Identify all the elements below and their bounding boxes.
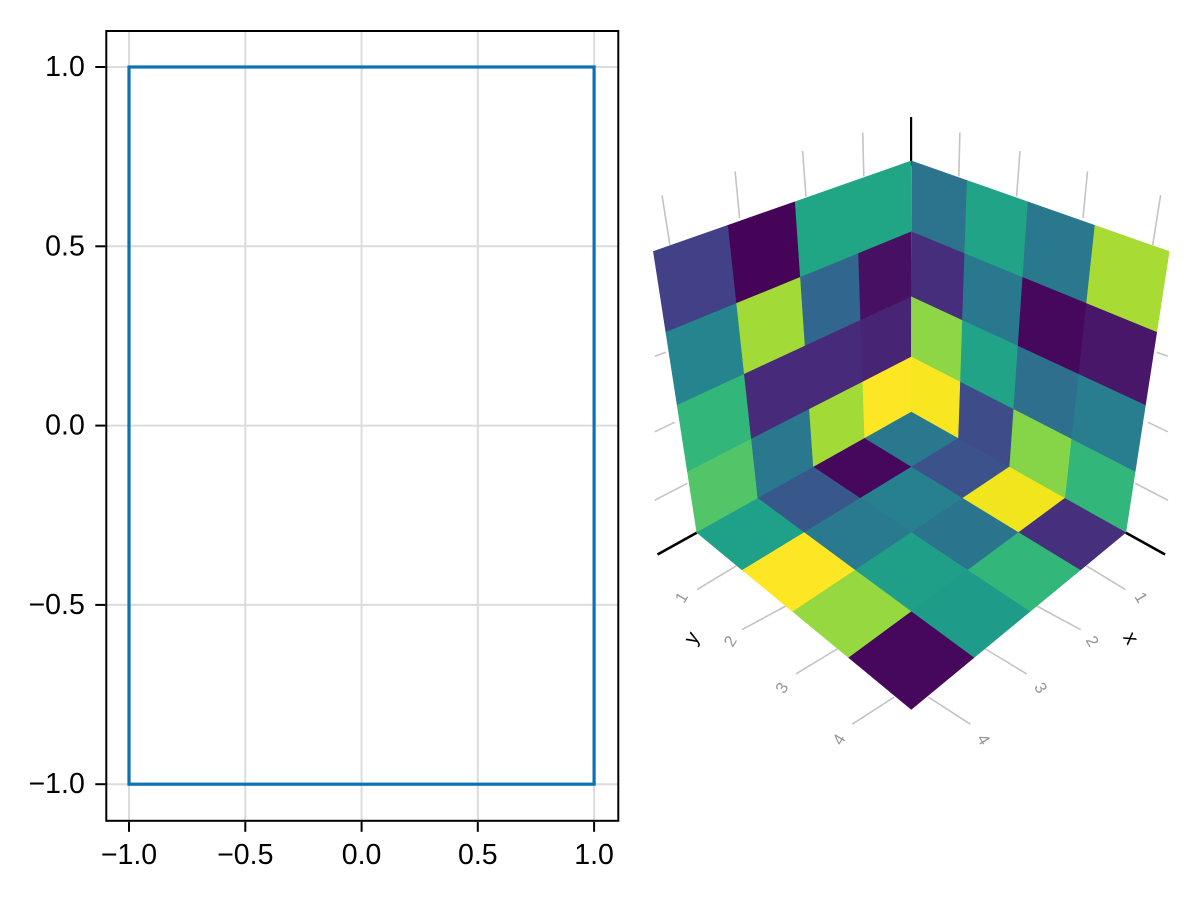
svg-text:−0.5: −0.5: [217, 839, 273, 871]
svg-text:1.0: 1.0: [574, 839, 614, 871]
svg-text:−1.0: −1.0: [29, 768, 85, 800]
svg-text:0.0: 0.0: [45, 410, 85, 442]
svg-text:1.0: 1.0: [45, 51, 85, 83]
svg-text:0.5: 0.5: [458, 839, 498, 871]
svg-text:0.5: 0.5: [45, 230, 85, 262]
svg-text:0.0: 0.0: [342, 839, 382, 871]
svg-text:−0.5: −0.5: [29, 589, 85, 621]
svg-text:−1.0: −1.0: [101, 839, 157, 871]
